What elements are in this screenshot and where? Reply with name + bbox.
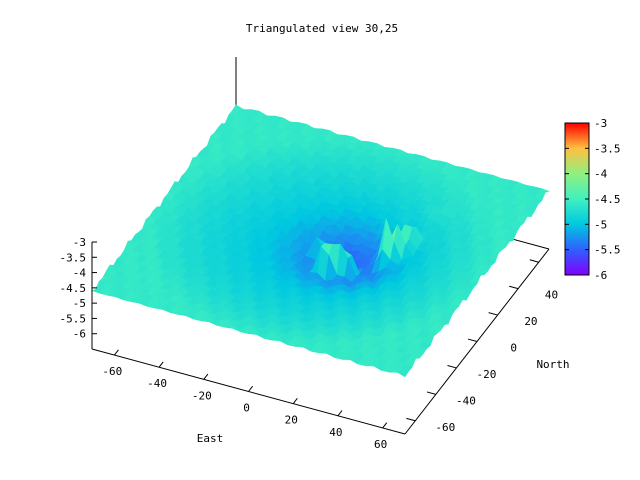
y-tick-label: 0 — [510, 342, 517, 355]
x-tick-label: -60 — [102, 365, 122, 378]
y-tick-label: 20 — [524, 315, 537, 328]
x-tick-label: 20 — [285, 414, 298, 427]
y-tick-label: 40 — [545, 289, 558, 302]
y-tick-mark — [447, 365, 457, 369]
x-tick-mark — [248, 385, 254, 392]
x-tick-label: 40 — [329, 426, 342, 439]
z-tick-label: -3.5 — [60, 251, 87, 264]
colorbar-tick-label: -5 — [594, 218, 607, 231]
surface-mesh — [90, 104, 551, 378]
surface-cell — [396, 370, 410, 378]
y-tick-mark — [529, 259, 539, 263]
colorbar-tick-label: -6 — [594, 269, 607, 282]
x-tick-label: 60 — [374, 438, 387, 451]
y-tick-label: -40 — [456, 394, 476, 407]
z-tick-label: -5 — [73, 297, 86, 310]
x-tick-mark — [292, 398, 298, 404]
x-tick-label: -20 — [192, 389, 212, 402]
z-tick-label: -6 — [73, 328, 86, 341]
z-axis-ticks: -3 -3.5 -4 -4.5 -5 -5.5 -6 — [60, 236, 97, 341]
chart-title: Triangulated view 30,25 — [246, 22, 398, 35]
z-tick-label: -4 — [73, 267, 87, 280]
x-tick-label: -40 — [147, 377, 167, 390]
z-tick-label: -4.5 — [60, 282, 87, 295]
colorbar: -3 -3.5 -4 -4.5 -5 -5.5 -6 — [564, 117, 621, 282]
colorbar-tick-label: -4.5 — [594, 193, 621, 206]
y-tick-mark — [426, 391, 436, 395]
y-tick-mark — [509, 285, 519, 290]
x-tick-mark — [158, 361, 164, 368]
colorbar-tick-label: -5.5 — [594, 244, 621, 257]
x-tick-mark — [113, 349, 119, 356]
y-tick-mark — [488, 312, 498, 316]
y-tick-mark — [467, 338, 478, 342]
x-tick-mark — [337, 410, 343, 417]
x-tick-mark — [203, 373, 209, 380]
colorbar-tick-label: -4 — [594, 168, 608, 181]
y-tick-mark — [406, 417, 416, 422]
x-tick-mark — [382, 422, 388, 429]
x-tick-label: 0 — [243, 402, 250, 415]
y-tick-label: -20 — [477, 368, 497, 381]
colorbar-tick-label: -3 — [594, 117, 607, 130]
y-axis-label: North — [536, 358, 569, 371]
x-axis-ticks: -60 -40 -20 0 20 40 60 — [102, 349, 388, 451]
x-axis-label: East — [197, 432, 224, 445]
y-tick-label: -60 — [435, 421, 455, 434]
colorbar-ticks: -3 -3.5 -4 -4.5 -5 -5.5 -6 — [565, 117, 621, 282]
z-tick-label: -3 — [73, 236, 86, 249]
colorbar-tick-label: -3.5 — [594, 142, 621, 155]
z-tick-label: -5.5 — [60, 312, 87, 325]
